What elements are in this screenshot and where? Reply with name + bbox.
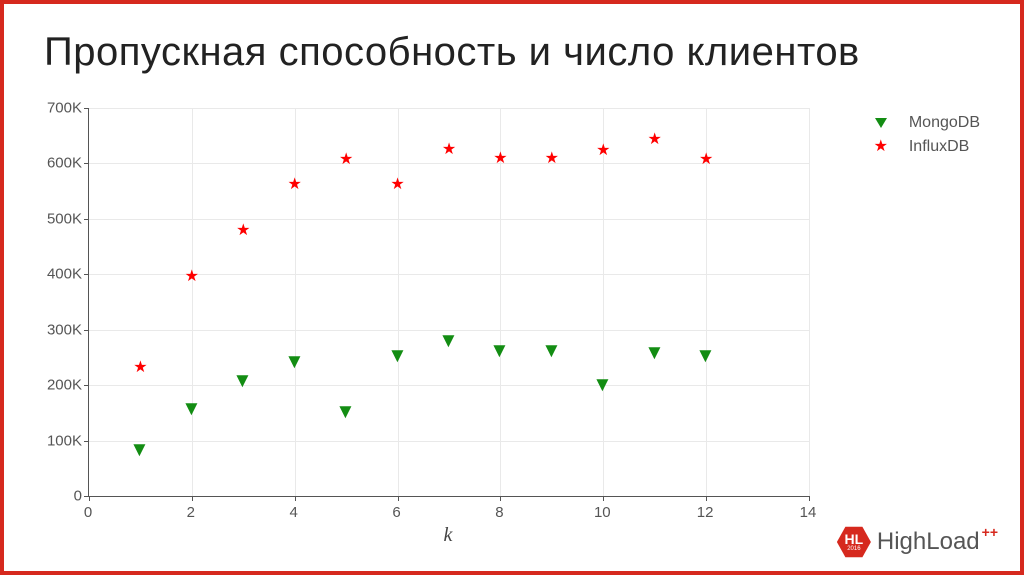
triangle-down-icon xyxy=(237,375,249,387)
gridline-horizontal xyxy=(89,219,809,220)
gridline-horizontal xyxy=(89,385,809,386)
gridline-vertical xyxy=(398,108,399,496)
y-tick-label: 100K xyxy=(28,432,82,449)
star-icon: ★ xyxy=(442,142,456,158)
star-icon: ★ xyxy=(699,152,713,168)
y-tick-label: 0 xyxy=(28,488,82,505)
y-tick-label: 200K xyxy=(28,377,82,394)
triangle-down-icon xyxy=(494,345,506,357)
y-tick-label: 500K xyxy=(28,210,82,227)
star-icon: ★ xyxy=(545,151,559,167)
legend-item-mongodb: MongoDB xyxy=(867,114,980,132)
gridline-vertical xyxy=(809,108,810,496)
x-tick-label: 14 xyxy=(800,504,817,521)
gridline-vertical xyxy=(192,108,193,496)
triangle-down-icon xyxy=(185,404,197,416)
x-tick-label: 8 xyxy=(495,504,503,521)
star-icon: ★ xyxy=(288,177,302,193)
gridline-horizontal xyxy=(89,330,809,331)
chart-legend: MongoDB ★ InfluxDB xyxy=(867,114,980,162)
star-icon: ★ xyxy=(493,151,507,167)
y-tick-label: 700K xyxy=(28,100,82,117)
logo-text-high: High xyxy=(877,528,926,556)
legend-item-influxdb: ★ InfluxDB xyxy=(867,138,980,156)
x-tick-label: 2 xyxy=(187,504,195,521)
triangle-down-icon xyxy=(597,379,609,391)
triangle-down-icon xyxy=(700,350,712,362)
star-icon: ★ xyxy=(867,139,895,155)
star-icon: ★ xyxy=(236,223,250,239)
chart-plot-area: ★ ★ ★ ★ ★ ★ ★ ★ ★ ★ ★ ★ xyxy=(88,108,809,497)
triangle-down-icon xyxy=(391,350,403,362)
triangle-down-icon xyxy=(648,347,660,359)
x-tick-label: 0 xyxy=(84,504,92,521)
triangle-down-icon xyxy=(340,406,352,418)
star-icon: ★ xyxy=(390,177,404,193)
legend-label: InfluxDB xyxy=(909,138,969,156)
legend-label: MongoDB xyxy=(909,114,980,132)
hex-badge-icon: HL 2016 xyxy=(837,525,871,559)
y-tick-label: 600K xyxy=(28,155,82,172)
x-tick-label: 4 xyxy=(290,504,298,521)
star-icon: ★ xyxy=(596,143,610,159)
logo-badge-text: HL xyxy=(845,532,864,546)
gridline-horizontal xyxy=(89,441,809,442)
star-icon: ★ xyxy=(133,360,147,376)
logo-plus: ++ xyxy=(982,524,998,540)
y-tick-label: 400K xyxy=(28,266,82,283)
logo-text-load: Load xyxy=(926,528,979,556)
slide-frame: Пропускная способность и число клиентов … xyxy=(0,0,1024,575)
x-tick-label: 12 xyxy=(697,504,714,521)
x-axis-label: k xyxy=(444,524,453,547)
gridline-horizontal xyxy=(89,108,809,109)
x-tick-label: 6 xyxy=(392,504,400,521)
star-icon: ★ xyxy=(185,269,199,285)
star-icon: ★ xyxy=(648,132,662,148)
gridline-vertical xyxy=(603,108,604,496)
x-tick-label: 10 xyxy=(594,504,611,521)
logo-year: 2016 xyxy=(847,546,860,552)
triangle-down-icon xyxy=(288,356,300,368)
triangle-down-icon xyxy=(545,345,557,357)
triangle-down-icon xyxy=(867,118,895,128)
highload-logo: HL 2016 HighLoad++ xyxy=(837,525,996,559)
triangle-down-icon xyxy=(134,444,146,456)
slide-title: Пропускная способность и число клиентов xyxy=(44,30,860,75)
triangle-down-icon xyxy=(442,335,454,347)
gridline-vertical xyxy=(295,108,296,496)
y-tick-label: 300K xyxy=(28,321,82,338)
star-icon: ★ xyxy=(339,152,353,168)
